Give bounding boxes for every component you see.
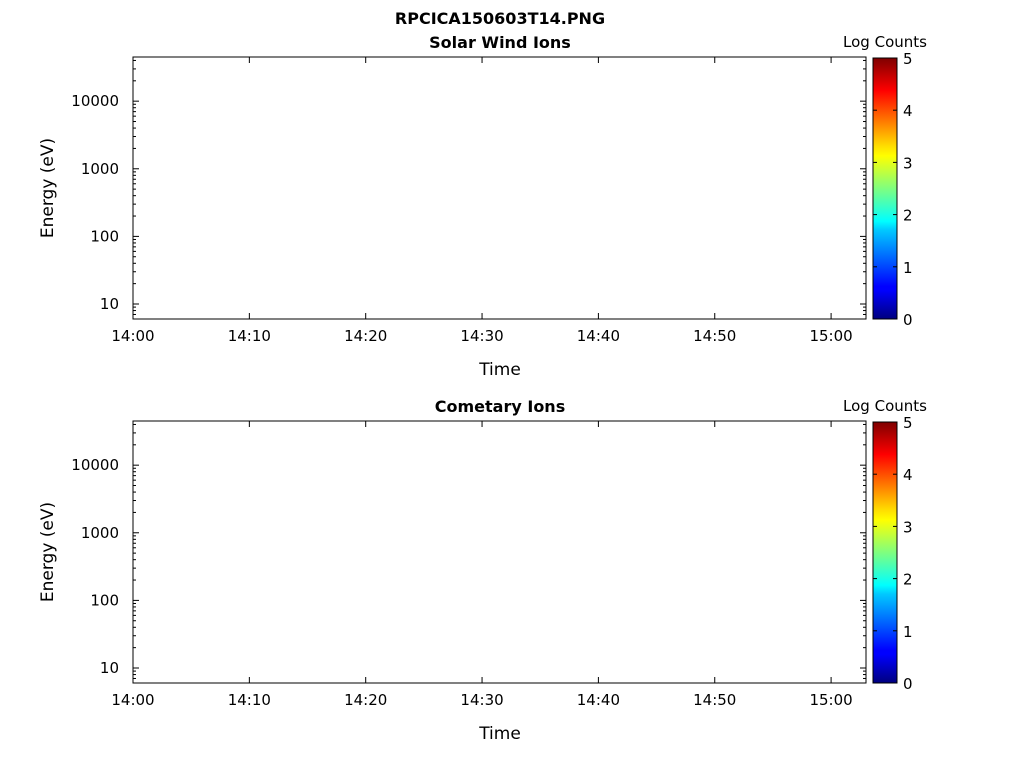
y-tick-label: 10 <box>100 295 119 313</box>
x-tick-label: 14:20 <box>344 327 387 345</box>
y-axis: 10 100 1000 10000 <box>71 59 866 320</box>
x-tick-label: 14:00 <box>111 327 154 345</box>
y-axis: 10 100 1000 10000 <box>71 423 866 684</box>
plot-frame <box>132 420 867 684</box>
x-tick-label: 14:10 <box>228 691 271 709</box>
x-tick-label: 14:00 <box>111 691 154 709</box>
x-tick-label: 14:30 <box>460 691 503 709</box>
y-axis-label: Energy (eV) <box>38 502 58 602</box>
colorbar-title: Log Counts <box>843 33 927 51</box>
x-axis-label: Time <box>478 360 521 380</box>
y-tick-label: 1000 <box>81 524 119 542</box>
colorbar-tick-label: 4 <box>903 102 913 120</box>
x-axis-label: Time <box>478 724 521 744</box>
colorbar-tick-label: 3 <box>903 518 913 536</box>
colorbar-tick-label: 0 <box>903 675 913 693</box>
solar-wind-panel: Solar Wind Ions 14:00 14:10 14:20 14:30 14:4… <box>38 33 927 380</box>
colorbar-tick-label: 2 <box>903 571 913 589</box>
x-axis: 14:00 14:10 14:20 14:30 14:40 14:50 15:00 <box>111 57 853 345</box>
y-tick-label: 10000 <box>71 456 119 474</box>
colorbar <box>872 421 898 684</box>
figure-title: RPCICA150603T14.PNG <box>395 9 605 28</box>
colorbar-tick-label: 1 <box>903 623 913 641</box>
colorbar-tick-label: 5 <box>903 414 913 432</box>
colorbar-tick-label: 4 <box>903 466 913 484</box>
colorbar-tick-label: 2 <box>903 207 913 225</box>
y-tick-label: 100 <box>90 591 119 609</box>
colorbar-ticks: 0 1 2 3 4 5 <box>873 414 913 693</box>
y-tick-label: 100 <box>90 227 119 245</box>
x-tick-label: 15:00 <box>809 327 852 345</box>
colorbar <box>872 57 898 320</box>
x-tick-label: 14:10 <box>228 327 271 345</box>
x-tick-label: 14:40 <box>577 691 620 709</box>
y-tick-label: 10 <box>100 659 119 677</box>
colorbar-tick-label: 0 <box>903 311 913 329</box>
colorbar-tick-label: 5 <box>903 50 913 68</box>
x-axis: 14:00 14:10 14:20 14:30 14:40 14:50 15:00 <box>111 421 853 709</box>
colorbar-title: Log Counts <box>843 397 927 415</box>
y-tick-label: 10000 <box>71 92 119 110</box>
x-tick-label: 14:30 <box>460 327 503 345</box>
x-tick-label: 14:40 <box>577 327 620 345</box>
y-axis-label: Energy (eV) <box>38 138 58 238</box>
panel-title: Cometary Ions <box>435 397 565 416</box>
cometary-panel: Cometary Ions 14:00 14:10 14:20 14:30 14:40 1… <box>38 397 927 744</box>
plot-frame <box>132 56 867 320</box>
x-tick-label: 14:20 <box>344 691 387 709</box>
plot-area <box>133 57 866 319</box>
x-tick-label: 14:50 <box>693 327 736 345</box>
colorbar-tick-label: 1 <box>903 259 913 277</box>
colorbar-tick-label: 3 <box>903 154 913 172</box>
colorbar-ticks: 0 1 2 3 4 5 <box>873 50 913 329</box>
plot-area <box>133 421 866 683</box>
x-tick-label: 15:00 <box>809 691 852 709</box>
y-tick-label: 1000 <box>81 160 119 178</box>
x-tick-label: 14:50 <box>693 691 736 709</box>
panel-title: Solar Wind Ions <box>429 33 571 52</box>
